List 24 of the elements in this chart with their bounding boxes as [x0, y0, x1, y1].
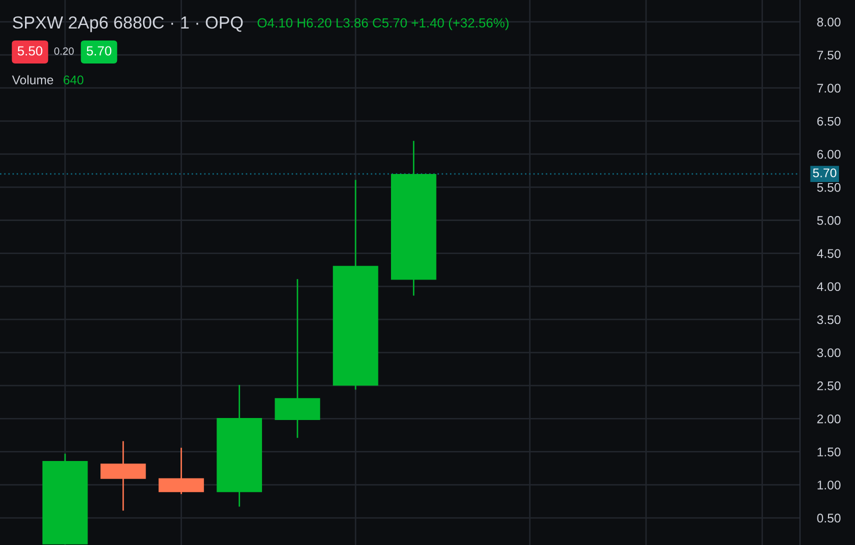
annotation: O4.10 H6.20 L3.86 C5.70 +1.40 (+32.56%) [258, 18, 509, 30]
annotation: 0.20 [54, 47, 74, 55]
y-tick-label: 2.50 [817, 381, 841, 390]
y-tick-label: 7.00 [817, 84, 841, 93]
y-tick-label: 6.00 [817, 150, 841, 159]
annotation: 5.70 [86, 46, 112, 56]
y-tick-label: 4.00 [816, 282, 841, 292]
y-tick-label: 3.50 [817, 315, 841, 324]
y-tick-label: 2.00 [817, 414, 841, 424]
y-tick-label: 7.50 [817, 50, 841, 60]
ref-line-label: 5.70 [813, 168, 836, 178]
y-tick-label: 5.00 [817, 216, 841, 225]
y-tick-label: 8.00 [817, 18, 841, 26]
y-tick-label: 3.00 [817, 348, 841, 358]
text: SPXW 2Ap6 6880C · 1 · OPQ [12, 16, 243, 32]
y-tick-label: 4.50 [816, 249, 841, 258]
annotation: 5.50 [18, 46, 42, 56]
y-tick-label: 1.50 [818, 448, 841, 456]
y-tick-label: 1.00 [818, 480, 841, 490]
y-tick-label: 6.50 [817, 116, 841, 126]
annotation: Volume [12, 75, 54, 84]
annotation: 640 [64, 76, 84, 84]
y-tick-label: 0.50 [817, 514, 841, 523]
y-tick-label: 5.50 [817, 182, 841, 192]
